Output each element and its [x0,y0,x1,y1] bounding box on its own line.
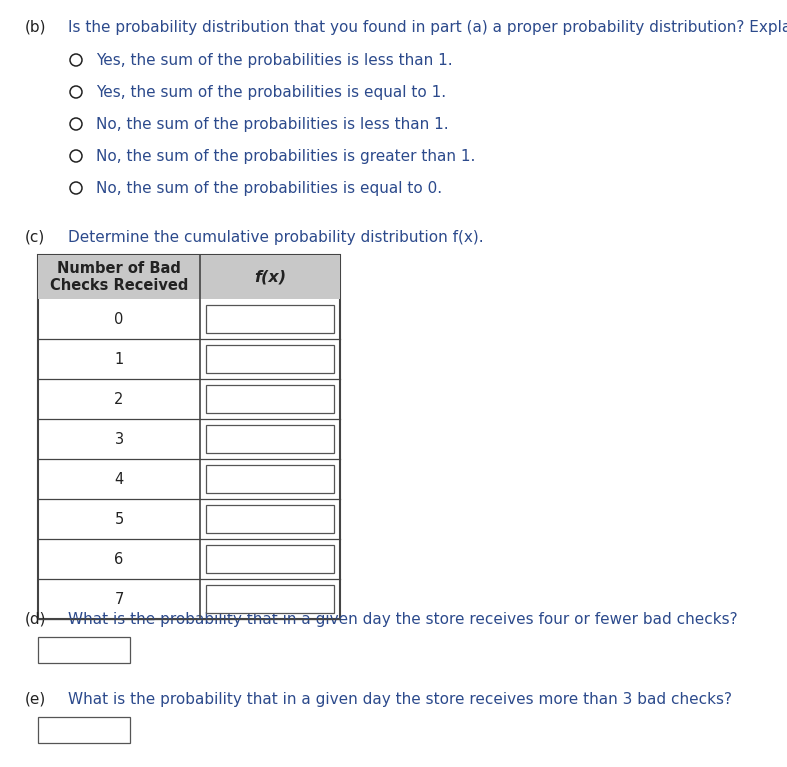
Text: 1: 1 [114,351,124,367]
Text: 0: 0 [114,311,124,327]
Text: What is the probability that in a given day the store receives more than 3 bad c: What is the probability that in a given … [68,692,732,707]
Bar [38,637,130,663]
Bar [38,255,340,619]
Text: Is the probability distribution that you found in part (a) a proper probability : Is the probability distribution that you… [68,20,787,35]
Bar [206,545,334,573]
Text: 4: 4 [114,472,124,486]
Bar [206,305,334,333]
Bar [206,425,334,453]
Text: What is the probability that in a given day the store receives four or fewer bad: What is the probability that in a given … [68,612,737,627]
Text: Determine the cumulative probability distribution f(x).: Determine the cumulative probability dis… [68,230,484,245]
Text: 3: 3 [114,432,124,446]
Text: No, the sum of the probabilities is equal to 0.: No, the sum of the probabilities is equa… [96,181,442,196]
Text: 2: 2 [114,391,124,407]
Text: 7: 7 [114,591,124,607]
Text: No, the sum of the probabilities is greater than 1.: No, the sum of the probabilities is grea… [96,149,475,164]
Text: 5: 5 [114,512,124,526]
Text: 6: 6 [114,551,124,567]
Text: (b): (b) [25,20,46,35]
Bar [206,585,334,613]
Text: (d): (d) [25,612,46,627]
Bar [38,717,130,743]
Bar [38,255,340,299]
Bar [206,385,334,413]
Bar [206,505,334,533]
Text: Yes, the sum of the probabilities is equal to 1.: Yes, the sum of the probabilities is equ… [96,85,446,100]
Text: (c): (c) [25,230,45,245]
Text: No, the sum of the probabilities is less than 1.: No, the sum of the probabilities is less… [96,117,449,132]
Text: Yes, the sum of the probabilities is less than 1.: Yes, the sum of the probabilities is les… [96,53,453,68]
Bar [206,465,334,493]
Text: (e): (e) [25,692,46,707]
Bar [206,345,334,373]
Text: Number of Bad
Checks Received: Number of Bad Checks Received [50,261,188,293]
Text: f(x): f(x) [254,269,286,285]
